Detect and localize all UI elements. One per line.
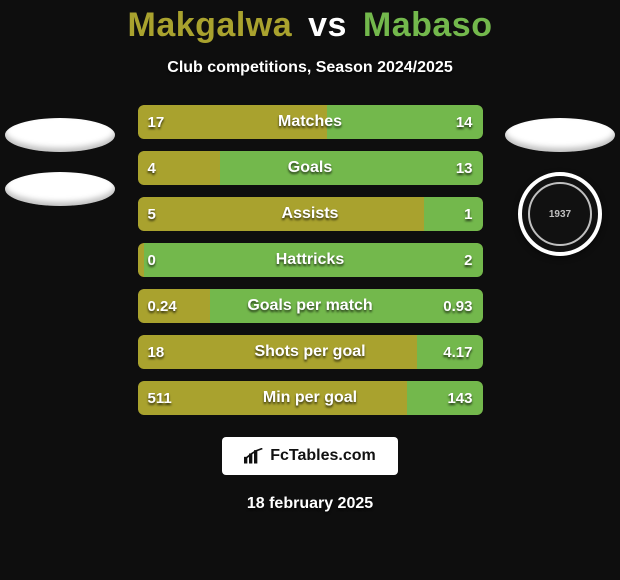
club-badge-year: 1937 (528, 182, 592, 246)
player1-name: Makgalwa (128, 6, 293, 44)
bar-right (210, 289, 483, 323)
bar-right (220, 151, 482, 185)
left-decoration (0, 118, 120, 206)
subtitle: Club competitions, Season 2024/2025 (167, 59, 452, 77)
stat-row: 1714Matches (138, 105, 483, 139)
stats-container: 1714Matches 413Goals 51Assists 02Hattricks 0… (138, 105, 483, 415)
chart-icon (244, 448, 264, 464)
bar-left (138, 243, 145, 277)
vs-text: vs (308, 6, 347, 44)
bar-right (417, 335, 483, 369)
right-decoration: 1937 (500, 118, 620, 256)
bar-left (138, 289, 210, 323)
ellipse-icon (505, 118, 615, 152)
watermark: FcTables.com (222, 437, 398, 475)
bar-left (138, 105, 328, 139)
bar-right (327, 105, 482, 139)
stat-row: 02Hattricks (138, 243, 483, 277)
bar-right (424, 197, 483, 231)
content-root: Makgalwa vs Mabaso Club competitions, Se… (0, 0, 620, 580)
bar-left (138, 197, 424, 231)
club-badge-icon: 1937 (518, 172, 602, 256)
stat-row: 413Goals (138, 151, 483, 185)
stat-row: 0.240.93Goals per match (138, 289, 483, 323)
stat-row: 511143Min per goal (138, 381, 483, 415)
bar-left (138, 151, 221, 185)
bar-left (138, 381, 407, 415)
ellipse-icon (5, 118, 115, 152)
bar-left (138, 335, 417, 369)
bar-right (407, 381, 483, 415)
bar-right (144, 243, 482, 277)
watermark-text: FcTables.com (270, 447, 376, 465)
player2-name: Mabaso (363, 6, 493, 44)
stat-row: 51Assists (138, 197, 483, 231)
comparison-title: Makgalwa vs Mabaso (128, 6, 493, 45)
ellipse-icon (5, 172, 115, 206)
stat-row: 184.17Shots per goal (138, 335, 483, 369)
date-text: 18 february 2025 (247, 495, 373, 513)
